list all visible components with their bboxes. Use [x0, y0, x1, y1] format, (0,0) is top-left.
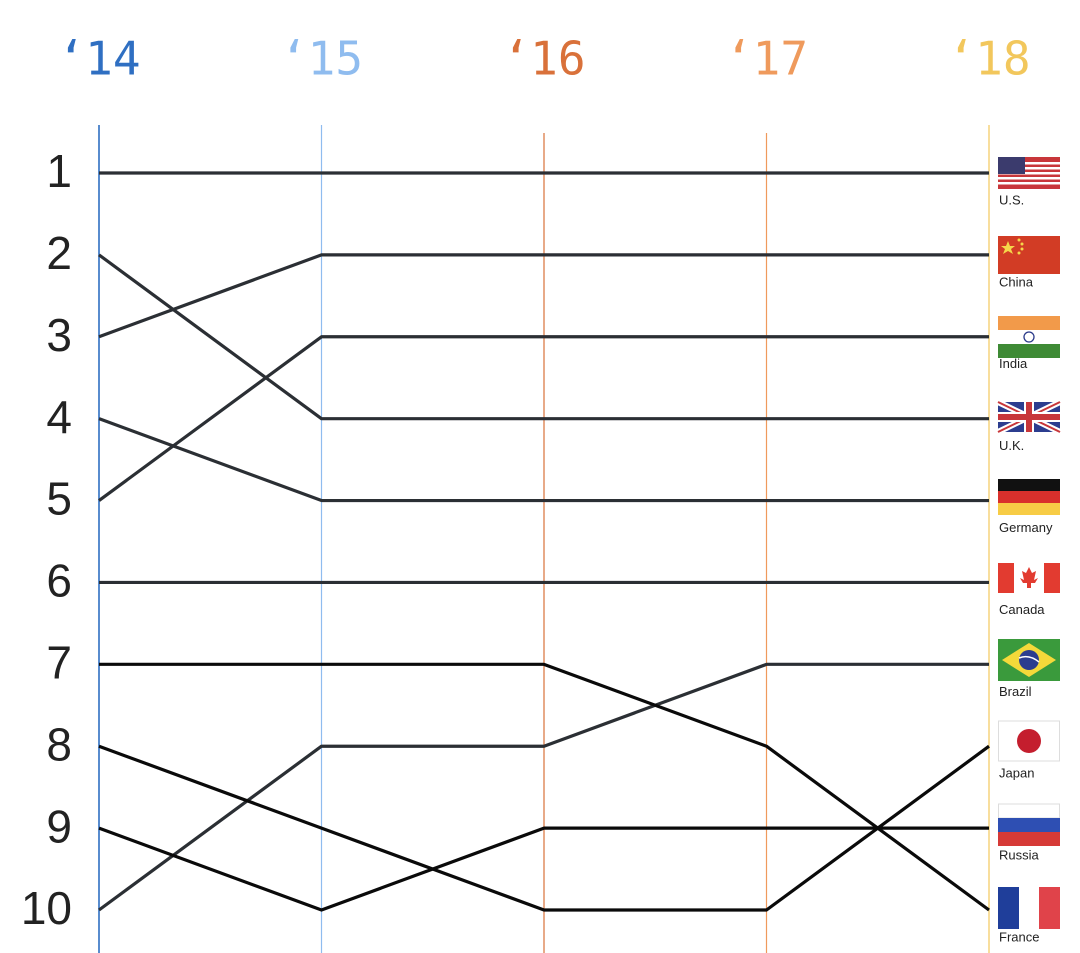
plot — [98, 125, 990, 953]
y-tick-label: 6 — [46, 555, 72, 607]
country-label: Japan — [999, 766, 1034, 781]
country-label: Germany — [999, 520, 1053, 535]
year-label: ‘17 — [725, 32, 808, 86]
rank-line — [98, 417, 989, 503]
y-tick-label: 3 — [46, 309, 72, 361]
country-label: U.S. — [999, 192, 1024, 207]
rank-line — [98, 826, 989, 912]
flag-india — [998, 316, 1060, 358]
flags — [996, 157, 1062, 929]
flag-france — [998, 887, 1060, 929]
rank-line — [98, 744, 990, 912]
flag-china — [998, 236, 1060, 274]
year-label: ‘18 — [947, 32, 1030, 86]
country-label: U.K. — [999, 438, 1024, 453]
year-label: ‘15 — [280, 32, 363, 86]
y-tick-label: 5 — [46, 473, 72, 525]
y-tick-label: 10 — [21, 882, 72, 934]
flag-uk — [996, 399, 1062, 435]
flag-russia — [998, 803, 1060, 846]
flag-brazil — [998, 639, 1060, 681]
rank-line — [98, 253, 989, 421]
y-tick-label: 7 — [46, 636, 72, 688]
year-label: ‘14 — [57, 32, 140, 86]
rank-line — [99, 662, 990, 912]
country-label: France — [999, 929, 1039, 944]
rank-line — [98, 253, 989, 339]
flag-germany — [998, 479, 1060, 515]
y-tick-label: 2 — [46, 227, 72, 279]
country-label: India — [999, 356, 1028, 371]
country-label: China — [999, 274, 1034, 289]
flag-us — [998, 157, 1060, 189]
y-tick-label: 8 — [46, 718, 72, 770]
flag-canada — [998, 563, 1060, 593]
rank-line — [98, 335, 989, 502]
y-tick-label: 4 — [46, 391, 72, 443]
y-tick-label: 9 — [46, 800, 72, 852]
y-tick-label: 1 — [46, 145, 72, 197]
country-label: Brazil — [999, 684, 1032, 699]
country-label: Russia — [999, 848, 1040, 863]
flag-japan — [998, 720, 1060, 762]
country-label: Canada — [999, 602, 1045, 617]
year-label: ‘16 — [502, 32, 585, 86]
